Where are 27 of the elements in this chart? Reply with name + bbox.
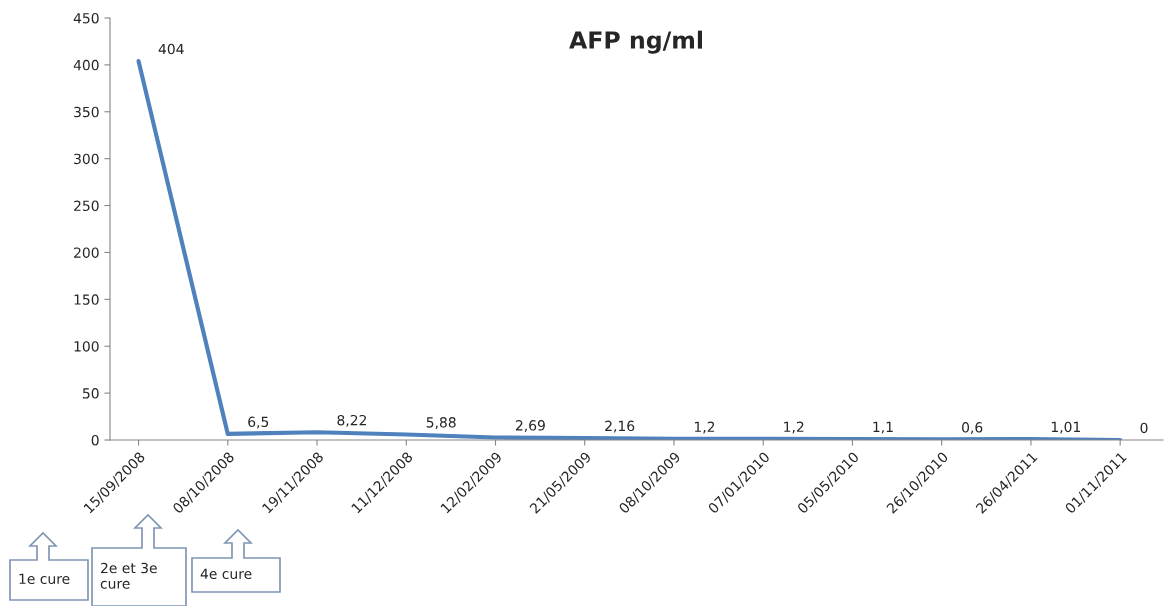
text: AFP ng/ml [569, 30, 702, 54]
text: 2e et 3e cure [100, 562, 157, 589]
y-tick-label: 250 [74, 200, 99, 212]
y-tick-label: 450 [73, 12, 99, 24]
data-label: 1,2 [694, 421, 715, 434]
data-label: 1,1 [873, 421, 893, 434]
data-label: 2,16 [605, 420, 635, 433]
y-tick-label: 300 [74, 153, 99, 165]
y-tick-label: 400 [73, 59, 99, 71]
data-label: 1,2 [784, 421, 804, 434]
data-label: 0,6 [962, 422, 983, 434]
data-label: 404 [158, 43, 184, 55]
data-label: 6,5 [248, 416, 269, 429]
data-label: 2,69 [515, 420, 545, 433]
y-tick-label: 150 [74, 294, 99, 305]
line-series [136, 59, 1123, 440]
data-label: 8,22 [337, 414, 367, 427]
text: 4e cure [200, 568, 252, 580]
y-tick-label: 200 [74, 247, 99, 258]
data-label: 1,01 [1051, 421, 1081, 434]
text: 1e cure [19, 573, 70, 585]
data-label: 0 [1140, 422, 1148, 434]
data-label: 5,88 [426, 417, 456, 430]
y-tick-label: 50 [82, 388, 99, 399]
y-tick-label: 0 [91, 434, 99, 446]
y-tick-label: 350 [74, 106, 99, 118]
y-tick-label: 100 [74, 341, 99, 352]
